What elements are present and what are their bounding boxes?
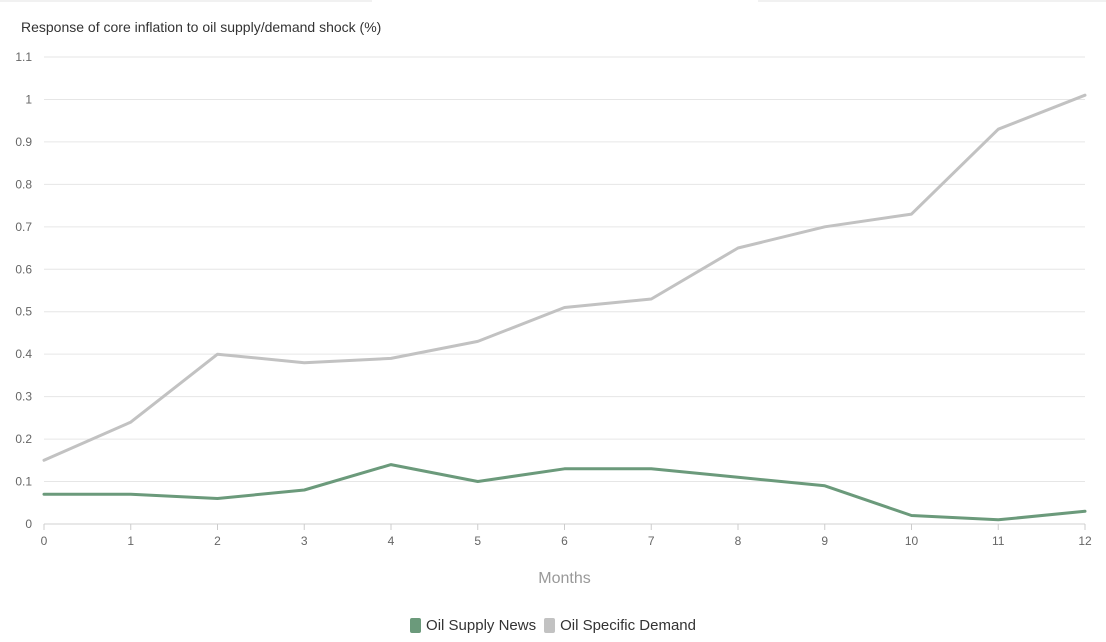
data-point-oil-supply-news[interactable]: [474, 478, 482, 486]
data-point-oil-specific-demand[interactable]: [821, 223, 829, 231]
y-tick-label: 1: [25, 92, 32, 106]
legend-swatch-oil-specific-demand: [544, 618, 556, 633]
y-tick-label: 0.6: [15, 262, 32, 276]
data-point-oil-specific-demand[interactable]: [994, 125, 1002, 133]
data-point-oil-supply-news[interactable]: [1081, 507, 1089, 515]
y-tick-label: 0.7: [15, 220, 32, 234]
series-line-oil-supply-news[interactable]: [42, 463, 1087, 522]
data-point-oil-specific-demand[interactable]: [40, 456, 48, 464]
data-point-oil-supply-news[interactable]: [994, 516, 1002, 524]
x-tick-label: 1: [127, 534, 134, 548]
data-point-oil-specific-demand[interactable]: [647, 295, 655, 303]
legend: Oil Supply News Oil Specific Demand: [0, 617, 1106, 634]
chart-title: Response of core inflation to oil supply…: [21, 19, 382, 35]
legend-label-oil-supply-news: Oil Supply News: [426, 617, 537, 634]
top-border-right: [758, 0, 1106, 2]
x-tick-label: 7: [648, 534, 655, 548]
y-tick-label: 0.4: [15, 347, 32, 361]
legend-item-oil-supply-news[interactable]: Oil Supply News: [410, 617, 536, 634]
data-point-oil-specific-demand[interactable]: [474, 337, 482, 345]
y-tick-label: 0.3: [15, 390, 32, 404]
data-point-oil-supply-news[interactable]: [40, 490, 48, 498]
x-axis-title: Months: [538, 570, 590, 587]
x-tick-label: 12: [1078, 534, 1092, 548]
data-point-oil-supply-news[interactable]: [561, 465, 569, 473]
y-tick-label: 0: [25, 517, 32, 531]
data-point-oil-supply-news[interactable]: [387, 461, 395, 469]
data-point-oil-supply-news[interactable]: [127, 490, 135, 498]
y-tick-label: 0.9: [15, 135, 32, 149]
series-lines: [40, 91, 1089, 524]
data-point-oil-supply-news[interactable]: [647, 465, 655, 473]
series-line-oil-specific-demand[interactable]: [42, 93, 1087, 462]
data-point-oil-supply-news[interactable]: [908, 512, 916, 520]
line-chart: 00.10.20.30.40.50.60.70.80.911.10 1 2 3 4 5 6 7…: [15, 50, 1092, 587]
y-tick-label: 1.1: [15, 50, 32, 64]
data-point-oil-specific-demand[interactable]: [387, 354, 395, 362]
data-point-oil-supply-news[interactable]: [821, 482, 829, 490]
x-tick-label: 5: [474, 534, 481, 548]
x-tick-label: 2: [214, 534, 221, 548]
y-tick-label: 0.1: [15, 475, 32, 489]
x-tick-label: 9: [821, 534, 828, 548]
data-point-oil-specific-demand[interactable]: [908, 210, 916, 218]
y-tick-label: 0.2: [15, 432, 32, 446]
data-point-oil-specific-demand[interactable]: [561, 303, 569, 311]
x-tick-label: 8: [735, 534, 742, 548]
data-point-oil-specific-demand[interactable]: [127, 418, 135, 426]
axes: 00.10.20.30.40.50.60.70.80.911.10 1 2 3 4 5 6 7…: [15, 50, 1092, 548]
y-tick-label: 0.5: [15, 305, 32, 319]
x-tick-label: 4: [388, 534, 395, 548]
legend-label-oil-specific-demand: Oil Specific Demand: [560, 617, 696, 634]
data-point-oil-specific-demand[interactable]: [300, 359, 308, 367]
x-tick-label: 6: [561, 534, 568, 548]
y-tick-label: 0.8: [15, 177, 32, 191]
data-point-oil-supply-news[interactable]: [300, 486, 308, 494]
legend-swatch-oil-supply-news: [410, 618, 422, 633]
x-tick-label: 0: [41, 534, 48, 548]
legend-item-oil-specific-demand[interactable]: Oil Specific Demand: [544, 617, 696, 634]
x-tick-label: 11: [992, 534, 1005, 548]
data-point-oil-specific-demand[interactable]: [1081, 91, 1089, 99]
data-point-oil-supply-news[interactable]: [214, 495, 222, 503]
data-point-oil-specific-demand[interactable]: [214, 350, 222, 358]
data-point-oil-supply-news[interactable]: [734, 473, 742, 481]
data-point-oil-specific-demand[interactable]: [734, 244, 742, 252]
x-tick-label: 3: [301, 534, 308, 548]
top-border-left: [0, 0, 372, 2]
gridlines: [44, 56, 1085, 525]
x-tick-label: 10: [905, 534, 919, 548]
